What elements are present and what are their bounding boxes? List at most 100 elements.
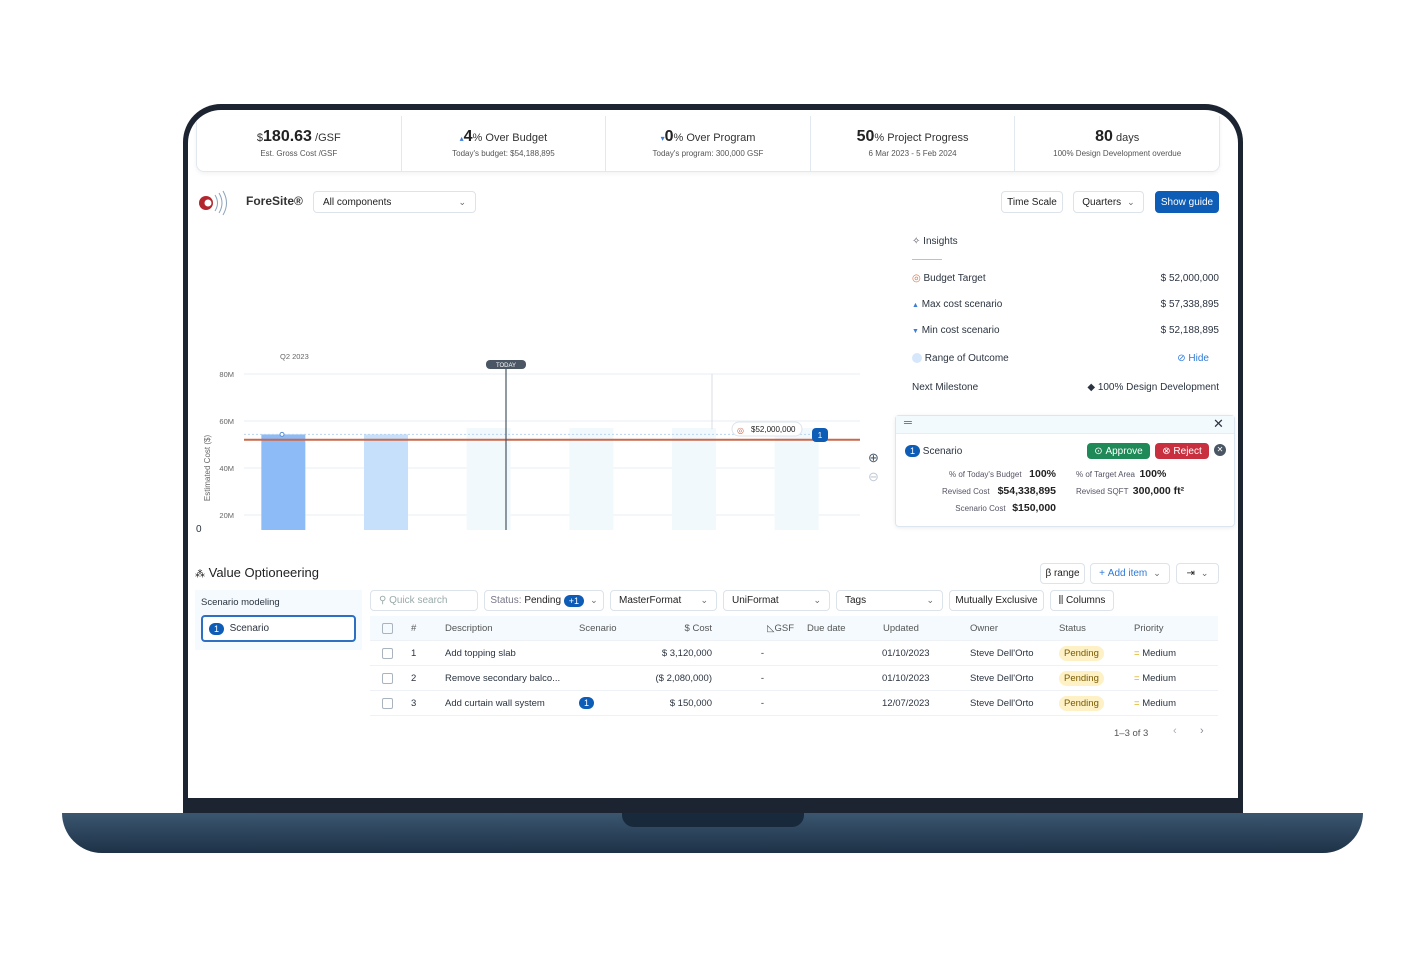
y-tick-label: 40M (219, 464, 234, 473)
cell-description: Add topping slab (445, 647, 516, 659)
close-icon[interactable]: ✕ (1213, 416, 1224, 431)
hide-label: Hide (1188, 353, 1209, 364)
cell-priority: Medium (1142, 647, 1176, 659)
quarters-select[interactable]: Quarters ⌄ (1073, 191, 1144, 213)
col-owner: Owner (970, 622, 998, 634)
select-all-checkbox[interactable] (382, 622, 393, 634)
chart-footer-label: 0 (196, 524, 202, 535)
status-badge: Pending (1059, 670, 1104, 686)
reject-button[interactable]: ⊗ Reject (1155, 443, 1209, 459)
next-page-icon[interactable]: › (1200, 725, 1204, 737)
kpi-sub: 100% Design Development overdue (1053, 149, 1182, 158)
kpi-progress: 50% Project Progress 6 Mar 2023 - 5 Feb 2… (811, 116, 1016, 171)
label: % of Target Area (1076, 470, 1135, 479)
export-button[interactable]: ⇥ ⌄ (1176, 563, 1219, 584)
cell-owner: Steve Dell'Orto (970, 697, 1034, 709)
drag-handle-icon[interactable]: ═ (904, 417, 912, 429)
prev-page-icon[interactable]: ‹ (1173, 725, 1177, 737)
kpi-over-budget: ▴4% Over Budget Today's budget: $54,188,8… (402, 116, 607, 171)
kpi-sub: Today's budget: $54,188,895 (452, 149, 555, 158)
table-row[interactable]: 3 Add curtain wall system 1 $ 150,000 - … (370, 691, 1218, 716)
cell-updated: 01/10/2023 (882, 672, 930, 684)
label: Scenario Cost (955, 504, 1006, 513)
col-scenario: Scenario (579, 622, 617, 634)
budget-callout-label: $52,000,000 (751, 425, 796, 434)
scenario-sidebar: Scenario modeling 1 Scenario (195, 590, 362, 650)
triangle-down-icon: ▼ (912, 328, 919, 335)
label: Revised Cost (941, 487, 990, 496)
bar-gmp (569, 428, 614, 530)
masterformat-filter[interactable]: MasterFormat ⌄ (610, 590, 717, 611)
chevron-down-icon: ⌄ (1153, 568, 1161, 578)
row-checkbox[interactable] (382, 647, 393, 659)
approve-label: Approve (1105, 445, 1143, 457)
cell-priority: Medium (1142, 672, 1176, 684)
table-row[interactable]: 1 Add topping slab $ 3,120,000 - 01/10/2… (370, 641, 1218, 666)
show-guide-button[interactable]: Show guide (1155, 191, 1219, 213)
diamond-icon: ◆ (1087, 382, 1096, 393)
y-tick-label: 80M (219, 370, 234, 379)
kpi-bar: $180.63 /GSF Est. Gross Cost /GSF ▴4% Ove… (196, 116, 1220, 172)
card-title: 1 Scenario (905, 445, 962, 457)
cell-scenario: 1 (567, 697, 647, 709)
remove-scenario-icon[interactable]: ✕ (1214, 444, 1226, 456)
pagination-label: 1–3 of 3 (1114, 728, 1149, 739)
filter-value: Pending (524, 595, 562, 606)
card-header: ═ ✕ (896, 416, 1234, 434)
insights-underline (912, 259, 942, 260)
component-select-value: All components (323, 196, 392, 208)
value: 300,000 ft² (1132, 485, 1185, 497)
area-icon: ◺ (767, 622, 775, 634)
label: Revised SQFT (1076, 487, 1129, 496)
target-icon: ◎ (912, 273, 921, 284)
priority-medium-icon: = (1134, 647, 1140, 659)
insight-value: $ 52,000,000 (1160, 273, 1219, 284)
row-checkbox[interactable] (382, 697, 393, 709)
component-select[interactable]: All components ⌄ (313, 191, 476, 213)
zoom-out-icon[interactable]: ⊖ (868, 469, 879, 484)
add-item-button[interactable]: + Add item ⌄ (1090, 563, 1170, 584)
period-label: Q2 2023 (280, 352, 309, 361)
chevron-down-icon: ⌄ (590, 595, 598, 605)
priority-medium-icon: = (1134, 672, 1140, 684)
kpi-value: 50 (856, 128, 875, 145)
bar-construction (672, 428, 716, 530)
columns-label: Columns (1065, 595, 1106, 606)
table-row[interactable]: 2 Remove secondary balco... ($ 2,080,000… (370, 666, 1218, 691)
cell-gsf: - (760, 697, 764, 709)
today-badge (486, 360, 526, 369)
kpi-unit: % Project Progress (874, 132, 969, 144)
col-updated: Updated (883, 622, 919, 634)
sidebar-item-scenario[interactable]: 1 Scenario (201, 615, 356, 642)
row-checkbox[interactable] (382, 672, 393, 684)
insight-value: $ 52,188,895 (1160, 325, 1219, 336)
zoom-in-icon[interactable]: ⊕ (868, 450, 879, 465)
tags-filter[interactable]: Tags ⌄ (836, 590, 943, 611)
quick-search-input[interactable]: ⚲ Quick search (370, 590, 478, 611)
approve-button[interactable]: ⊙ Approve (1087, 443, 1150, 459)
status-filter[interactable]: Status: Pending +1 ⌄ (484, 590, 604, 611)
x-circle-icon: ⊗ (1162, 445, 1171, 457)
kpi-value: 0 (664, 128, 674, 145)
cost-chart: 020M40M60M80MEstimated Cost ($)Q2 2023◆S… (203, 352, 860, 530)
col-due: Due date (807, 622, 846, 634)
trend-point (279, 431, 285, 437)
kpi-over-program: ▾0% Over Program Today's program: 300,000… (606, 116, 811, 171)
scenario-badge: 1 (579, 697, 595, 709)
hide-range-button[interactable]: ⊘ Hide (1177, 353, 1209, 364)
cell-updated: 01/10/2023 (882, 647, 930, 659)
columns-button[interactable]: ⫼ Columns (1050, 590, 1114, 611)
cell-description: Add curtain wall system (445, 697, 545, 709)
kpi-unit: days (1115, 132, 1140, 144)
mutually-exclusive-filter[interactable]: Mutually Exclusive (949, 590, 1044, 611)
cell-description: Remove secondary balco... (445, 672, 561, 684)
time-scale-button[interactable]: Time Scale (1001, 191, 1063, 213)
cell-cost: ($ 2,080,000) (655, 672, 712, 684)
kpi-unit: % Over Budget (472, 132, 548, 144)
target-icon: ◎ (737, 426, 744, 435)
range-button[interactable]: β range (1040, 563, 1085, 584)
bar-cd (466, 428, 511, 530)
label: % of Today's Budget (949, 470, 1022, 479)
uniformat-filter[interactable]: UniFormat ⌄ (723, 590, 830, 611)
cell-num: 3 (411, 697, 417, 709)
